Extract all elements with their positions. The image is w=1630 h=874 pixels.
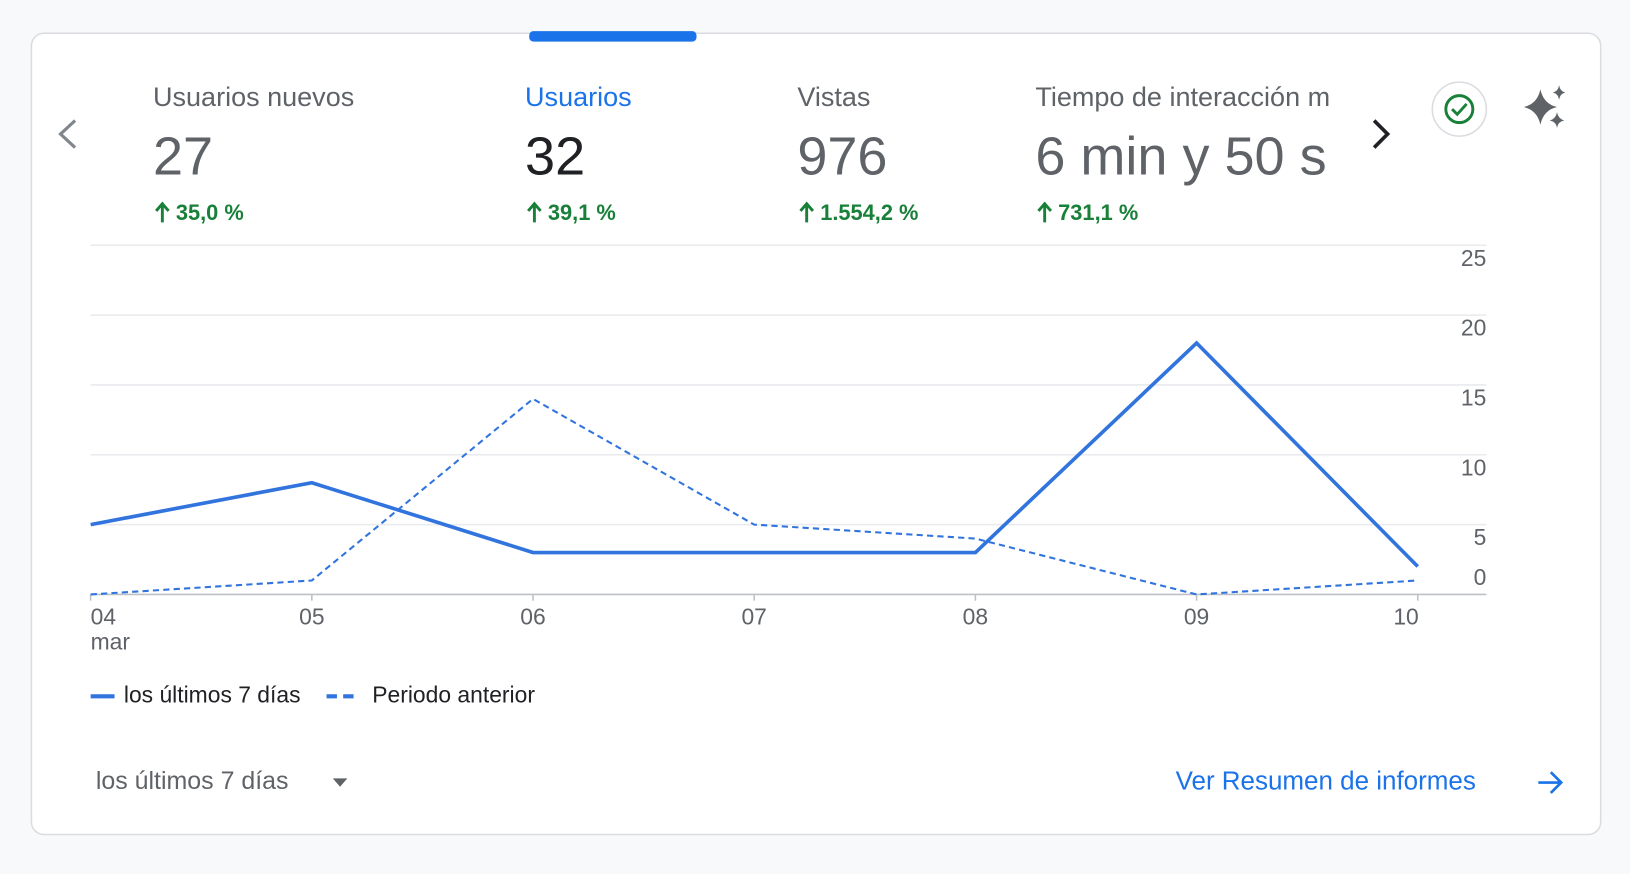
- metric-value: 27: [153, 126, 213, 186]
- metric-change: 39,1 %: [548, 200, 616, 225]
- metric-change: 1.554,2 %: [820, 200, 918, 225]
- link-arrow[interactable]: [1538, 771, 1564, 794]
- metric-label: Usuarios: [525, 82, 632, 112]
- metric-tab[interactable]: Vistas 976 1.554,2 %: [797, 82, 918, 225]
- prev-button[interactable]: [58, 119, 77, 149]
- metric-tab[interactable]: Usuarios 32 39,1 %: [525, 82, 632, 225]
- metric-change: 35,0 %: [176, 200, 244, 225]
- report-link[interactable]: Ver Resumen de informes: [1176, 765, 1476, 795]
- up-arrow-icon: [527, 201, 542, 223]
- x-month-label: mar: [91, 628, 131, 654]
- next-button[interactable]: [1372, 119, 1391, 149]
- metric-value: 976: [797, 126, 887, 186]
- series-line: [90, 340, 1420, 568]
- x-tick-label: 08: [963, 603, 988, 629]
- insights-check-button[interactable]: [1431, 81, 1488, 137]
- metric-change: 731,1 %: [1058, 200, 1138, 225]
- legend-label: Periodo anterior: [372, 681, 535, 707]
- metric-tab[interactable]: Usuarios nuevos 27 35,0 %: [153, 82, 354, 225]
- metric-label: Usuarios nuevos: [153, 82, 354, 112]
- x-tick-label: 05: [299, 603, 324, 629]
- y-tick-label: 5: [1474, 524, 1487, 550]
- active-indicator: [529, 31, 697, 42]
- legend-label: los últimos 7 días: [124, 681, 301, 707]
- metric-tab[interactable]: Tiempo de interacción m 6 min y 50 s 731,1…: [1035, 82, 1330, 225]
- y-tick-label: 25: [1461, 245, 1486, 271]
- card: [30, 32, 1602, 836]
- up-arrow-icon: [1037, 201, 1053, 223]
- y-tick-label: 10: [1461, 454, 1486, 480]
- x-tick-label: 06: [520, 603, 545, 629]
- x-tick-label: 04: [91, 603, 117, 629]
- ai-insights-button[interactable]: [1523, 85, 1566, 128]
- x-tick-label: 09: [1184, 603, 1209, 629]
- metric-value: 32: [525, 126, 585, 186]
- x-tick-label: 10: [1393, 603, 1418, 629]
- metric-tabs: Usuarios nuevos 27 35,0 % Usuarios 32 39,1 % V…: [153, 31, 1330, 225]
- date-range-select[interactable]: los últimos 7 días: [96, 767, 289, 795]
- metric-label: Vistas: [797, 82, 870, 112]
- up-arrow-icon: [155, 201, 170, 223]
- x-tick-label: 07: [741, 603, 766, 629]
- up-arrow-icon: [799, 201, 815, 223]
- dropdown-icon[interactable]: [332, 778, 348, 787]
- y-tick-label: 15: [1461, 385, 1486, 411]
- metric-value: 6 min y 50 s: [1035, 126, 1326, 186]
- series-line: [90, 397, 1418, 596]
- y-tick-label: 20: [1461, 315, 1486, 341]
- y-tick-label: 0: [1474, 564, 1487, 590]
- metric-label: Tiempo de interacción m: [1035, 82, 1330, 112]
